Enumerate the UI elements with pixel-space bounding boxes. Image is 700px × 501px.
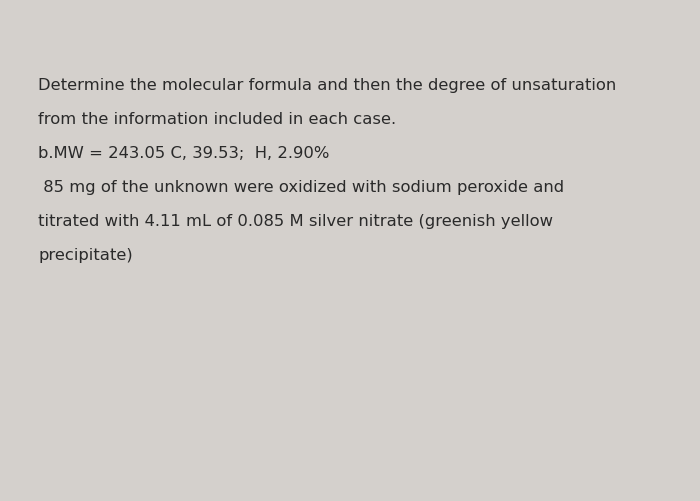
Text: b.MW = 243.05 C, 39.53;  H, 2.90%: b.MW = 243.05 C, 39.53; H, 2.90%	[38, 146, 330, 161]
Text: precipitate): precipitate)	[38, 248, 133, 263]
Text: titrated with 4.11 mL of 0.085 M silver nitrate (greenish yellow: titrated with 4.11 mL of 0.085 M silver …	[38, 214, 554, 229]
Text: Determine the molecular formula and then the degree of unsaturation: Determine the molecular formula and then…	[38, 78, 617, 93]
Text: from the information included in each case.: from the information included in each ca…	[38, 112, 397, 127]
Text: 85 mg of the unknown were oxidized with sodium peroxide and: 85 mg of the unknown were oxidized with …	[38, 180, 565, 195]
